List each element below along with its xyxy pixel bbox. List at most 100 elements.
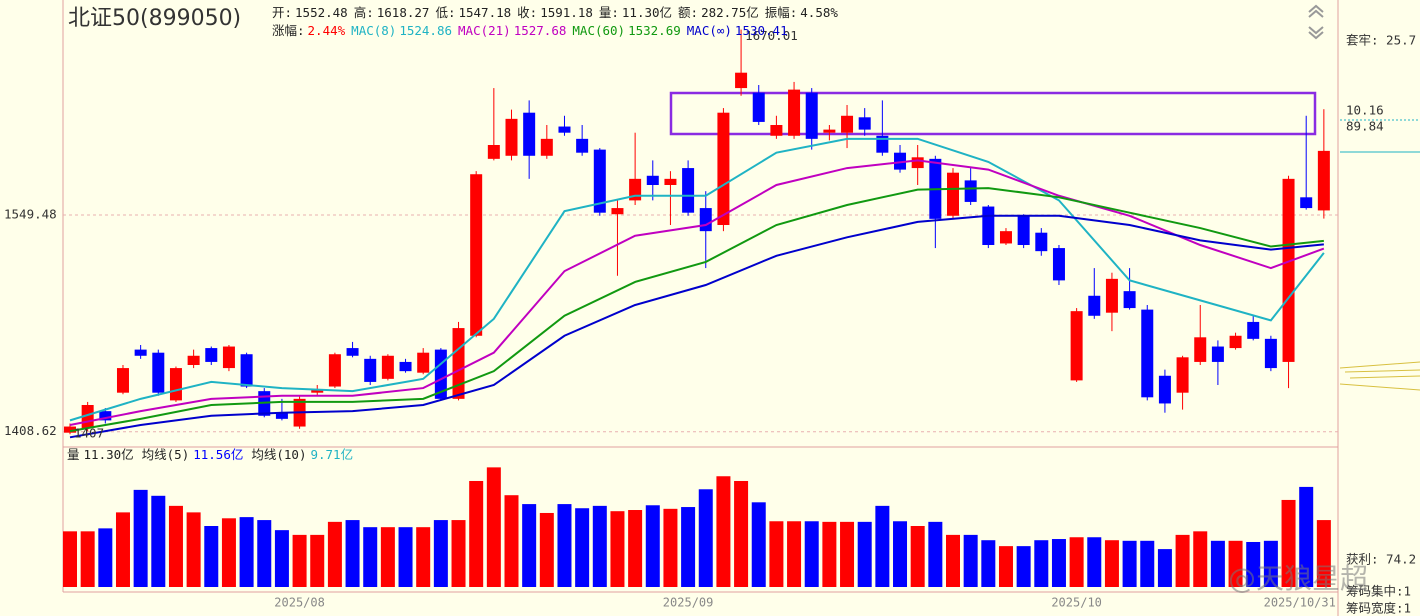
volume-legend: 量 11.30亿 均线(5) 11.56亿 均线(10) 9.71亿 (67, 447, 353, 462)
candle-body (275, 412, 288, 419)
volume-bar (857, 521, 872, 587)
candle-body (399, 361, 412, 372)
candle-body (593, 149, 606, 213)
candle-body (134, 349, 147, 356)
volume-bar (522, 504, 537, 587)
header-value: 1591.18 (540, 5, 593, 20)
volume-bar (380, 527, 395, 587)
volume-bar (292, 534, 307, 587)
volume-bar (928, 521, 943, 587)
volume-bar (734, 480, 749, 587)
candle-body (576, 138, 589, 153)
candle-body (770, 125, 783, 136)
volume-bar (681, 507, 696, 587)
volume-bar (80, 531, 95, 587)
candle-body (1300, 197, 1313, 209)
volume-bar (345, 520, 360, 587)
candle-body (328, 354, 341, 387)
header-value: 1618.27 (377, 5, 430, 20)
volume-bar (416, 527, 431, 587)
candle-body (805, 92, 818, 139)
volume-bar (769, 521, 784, 587)
candle-body (540, 138, 553, 156)
volume-bar (1069, 537, 1084, 587)
volume-bar (1263, 540, 1278, 587)
legend-name: MAC(8) (351, 23, 396, 38)
legend-name: MAC(60) (572, 23, 625, 38)
candle-body (823, 129, 836, 133)
candle-body (982, 206, 995, 245)
volume-bar (893, 521, 908, 587)
volume-bar (804, 521, 819, 587)
x-tick-label: 2025/10/31 (1264, 596, 1336, 610)
candle-body (1229, 335, 1242, 349)
chart-title: 北证50(899050) (68, 6, 241, 31)
candle-body (487, 145, 500, 159)
scroll-buttons[interactable] (1308, 4, 1324, 40)
volume-bar (592, 505, 607, 587)
candle-body (311, 389, 324, 393)
volume-bar (1157, 549, 1172, 587)
chip-upper: 10.16 (1346, 103, 1384, 118)
legend-line: 涨幅: 2.44% MAC(8) 1524.86 MAC(21) 1527.68 MAC(6… (272, 23, 788, 38)
header-label: 量: (599, 5, 619, 20)
volume-bar (168, 505, 183, 587)
header-value: 4.58% (800, 5, 838, 20)
candle-body (876, 135, 889, 153)
volume-bar (610, 511, 625, 587)
candle-body (1282, 178, 1295, 362)
volume-bar (151, 495, 166, 587)
volume-bar (504, 495, 519, 587)
candle-body (735, 72, 748, 89)
header-value: 11.30亿 (622, 5, 672, 20)
legend-value: 1527.68 (514, 23, 567, 38)
candle-body (240, 354, 253, 387)
volume-bar (239, 517, 254, 587)
volume-bar (698, 489, 713, 587)
candle-body (1052, 248, 1065, 281)
candle-body (1017, 215, 1030, 245)
candle-body (169, 368, 182, 401)
header-label: 振幅: (765, 5, 798, 20)
volume-bar (257, 520, 272, 587)
change-label: 涨幅: (272, 23, 305, 38)
volume-bar (1281, 499, 1296, 587)
volume-bar (1193, 531, 1208, 587)
candle-body (523, 112, 536, 156)
header-value: 282.75亿 (701, 5, 759, 20)
volume-bar (451, 520, 466, 587)
scroll-down[interactable] (1308, 26, 1324, 40)
candle-body (222, 346, 235, 369)
header-line: 开: 1552.48 高: 1618.27 低: 1547.18 收: 1591.18 量: 11… (272, 5, 838, 20)
candle-body (381, 355, 394, 379)
volume-bar (1299, 486, 1314, 587)
low-annotation: 1407 (74, 426, 104, 441)
header-label: 额: (678, 5, 698, 20)
candle-body (1070, 311, 1083, 381)
volume-bar (1122, 540, 1137, 587)
candle-body (858, 117, 871, 130)
candle-body (1211, 346, 1224, 362)
volume-bar (1228, 540, 1243, 587)
volume-bar (98, 528, 113, 587)
chip-lower: 89.84 (1346, 119, 1384, 134)
volume-bar (204, 526, 219, 587)
volume-bar (716, 476, 731, 587)
volume-bar (186, 512, 201, 587)
candle-body (505, 118, 518, 156)
ma-line (69, 137, 1325, 422)
x-tick-label: 2025/10 (1051, 596, 1102, 610)
scroll-up[interactable] (1308, 4, 1324, 18)
concentration-label: 筹码集中:1 (1346, 584, 1411, 599)
candle-body (1264, 338, 1277, 369)
candle-body (894, 152, 907, 170)
highlight-box (669, 91, 1317, 136)
volume-bar (787, 521, 802, 587)
volume-bar (539, 512, 554, 587)
width-label: 筹码宽度:1 (1346, 601, 1411, 616)
candle-body (1317, 150, 1330, 211)
volume-bar (1016, 546, 1031, 587)
volume-label: 量 (67, 447, 80, 462)
candle-body (911, 157, 924, 169)
